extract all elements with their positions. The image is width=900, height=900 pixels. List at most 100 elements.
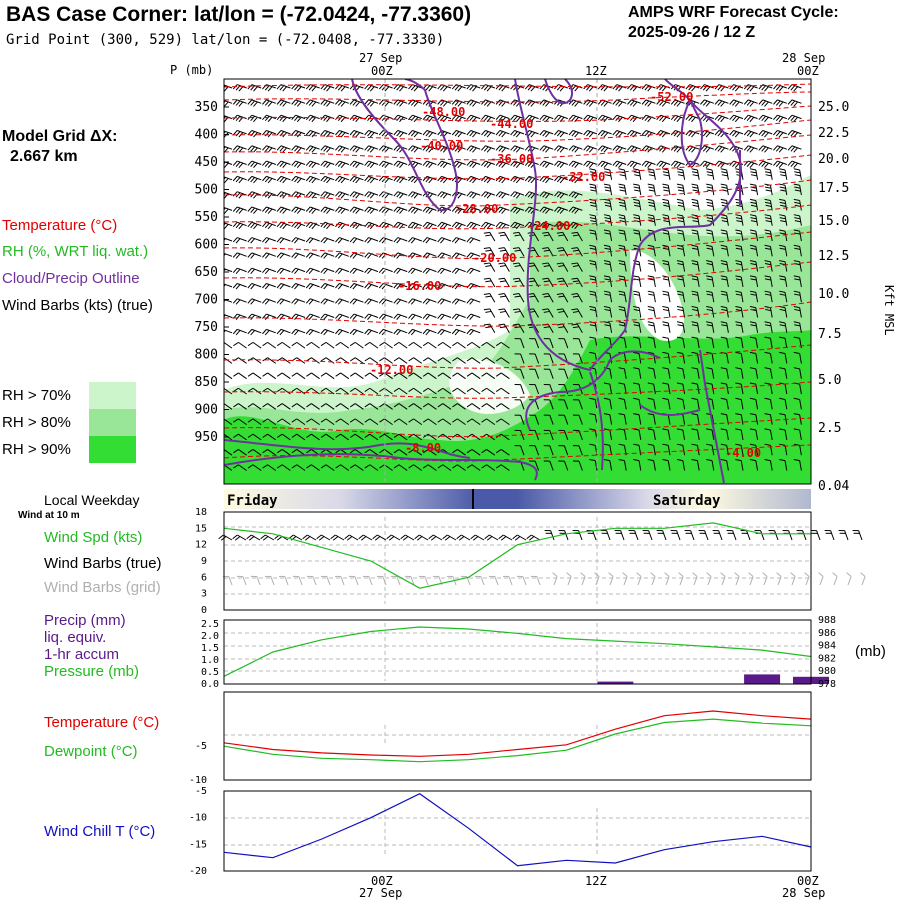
wind-barb (281, 357, 291, 364)
wind-barb-feather (238, 178, 244, 184)
wind-barb (682, 200, 686, 211)
wind-barb-feather (364, 313, 369, 319)
wind-barb-feather (224, 449, 225, 450)
wind-barb-feather (632, 86, 638, 92)
wind-barb (340, 418, 350, 426)
wind-barb-feather (706, 171, 713, 174)
wind-barb (442, 403, 452, 410)
wind-barb-feather (408, 387, 414, 393)
wind-barb-feather (648, 174, 655, 177)
wind-barb-feather (352, 177, 358, 183)
wind-barb-feather (294, 268, 299, 275)
wind-barb-feather (349, 357, 356, 362)
cs-ytick-label: 750 (195, 320, 218, 335)
wind-barb (266, 328, 276, 334)
wind-barb-feather (485, 234, 492, 237)
wind-barb (740, 338, 744, 349)
wind-barb-feather (647, 290, 654, 293)
wind-barb-feather (279, 222, 285, 229)
wind-barb (486, 433, 496, 441)
wind-barb-feather (276, 145, 282, 151)
wind-barb-feather (320, 433, 327, 438)
wind-barb-feather (224, 146, 226, 150)
wind-barb (711, 414, 715, 425)
wind-barb-feather (495, 84, 501, 90)
wind-barb-feather (306, 387, 312, 393)
wind-barb-feather (574, 132, 580, 138)
wind-barb-feather (410, 238, 416, 244)
wind-barb (310, 283, 320, 288)
wind-barb-feather (233, 449, 239, 454)
wind-barb-feather (721, 308, 728, 312)
wind-barb-feather (384, 101, 390, 107)
wind-barb-feather (250, 299, 255, 305)
wind-barb (310, 206, 320, 211)
wind-barb (456, 267, 466, 273)
wind-barb-feather (369, 208, 375, 214)
wind-barb-feather (247, 84, 253, 90)
wind-barb-feather (483, 192, 489, 198)
wind-barb-feather (349, 99, 355, 105)
wind-barb-feather (466, 418, 473, 423)
t-label-8: -8.00 (405, 441, 441, 455)
wind-barb-feather (659, 131, 664, 137)
wind-barb (711, 460, 715, 471)
legend-cloud: Cloud/Precip Outline (2, 270, 140, 287)
wind-barb (682, 292, 686, 303)
wind-barb (740, 261, 744, 272)
wind-barb (623, 307, 627, 318)
wind-barb-feather (451, 298, 457, 304)
wind-barb (726, 368, 729, 379)
legend-rh80-label: RH > 80% (2, 414, 71, 431)
wind-barb (543, 114, 554, 120)
wind-barb-feather (589, 290, 596, 293)
wind-barb (572, 145, 583, 150)
wind-barb-feather (676, 458, 683, 462)
wind-barb (549, 460, 554, 471)
wind-barb (266, 145, 276, 150)
wind-barb-true (237, 534, 247, 541)
cs-ytick-label: 550 (195, 210, 218, 225)
wind-barb-feather (291, 160, 296, 166)
wind-barb-feather (721, 263, 728, 266)
wind-barb (280, 328, 291, 334)
wind-barb-true-feather (332, 536, 339, 541)
wind-barb-feather (720, 397, 727, 400)
wind-barb (675, 99, 685, 104)
wind-barb-feather (224, 86, 229, 92)
cloud-outlines (224, 79, 742, 484)
wind-barb-feather (378, 206, 384, 212)
wind-barb (653, 307, 656, 318)
wind-barb-feather (279, 330, 285, 336)
wind-barb-feather (530, 86, 536, 92)
wind-barb (587, 114, 598, 120)
wind-barb-feather (583, 130, 588, 136)
wind-barb (704, 99, 714, 104)
wind-barb-feather (647, 101, 653, 107)
wind-barb (726, 399, 729, 410)
wind-barb-feather (765, 186, 772, 189)
wind-barb (368, 130, 379, 135)
wind-barb (398, 418, 408, 426)
wind-barb-feather (408, 403, 414, 408)
wind-barb (324, 313, 335, 318)
wind-barb-feather (466, 449, 473, 454)
wind-barb-feather (451, 145, 457, 151)
wind-barb (799, 292, 802, 303)
wind-barb-feather (510, 130, 515, 136)
wind-barb-grid (679, 576, 684, 586)
t-label-52: -52.00 (650, 90, 693, 104)
wind-barb-feather (437, 114, 442, 121)
wind-barb (784, 307, 788, 318)
legend-rh70-label: RH > 70% (2, 387, 71, 404)
wind-barb (609, 200, 613, 211)
wind-barb-true-feather (246, 534, 252, 540)
cs-right-tick-label: 7.5 (818, 327, 841, 342)
wind-barb (252, 403, 262, 410)
wind-barb (325, 464, 335, 471)
wind-barb-feather (659, 115, 664, 122)
wind-barb-feather (662, 308, 669, 312)
wind-barb-feather (648, 293, 655, 296)
wind-barb-feather (320, 387, 327, 393)
wind-barb-feather (590, 174, 597, 177)
